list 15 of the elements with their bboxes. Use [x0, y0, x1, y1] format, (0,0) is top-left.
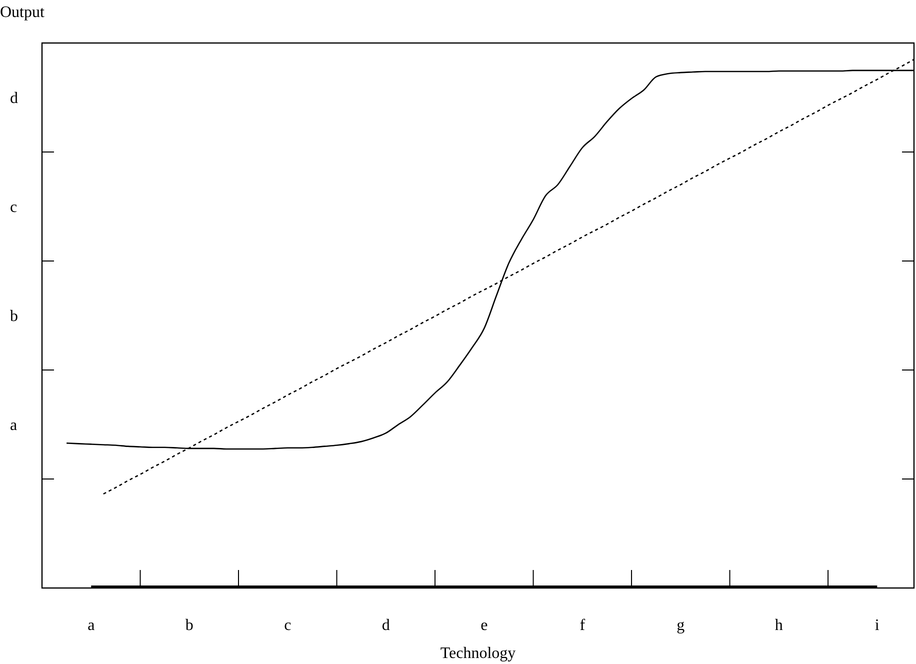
x-tick-label: b	[185, 617, 194, 634]
text: d	[10, 90, 18, 108]
x-tick-label: e	[480, 617, 488, 634]
text: b	[10, 308, 18, 326]
x-axis-title: Technology	[440, 645, 516, 662]
text: a	[10, 417, 18, 434]
x-tick-label: i	[874, 617, 880, 634]
text: c	[10, 199, 18, 216]
x-tick-label: f	[580, 617, 586, 634]
x-tick-label: a	[88, 617, 95, 634]
y-axis-title: Output	[0, 4, 45, 21]
x-tick-label: c	[284, 617, 292, 634]
x-tick-label: g	[676, 617, 685, 634]
x-tick-label: d	[382, 617, 390, 634]
x-tick-label: h	[774, 617, 783, 634]
